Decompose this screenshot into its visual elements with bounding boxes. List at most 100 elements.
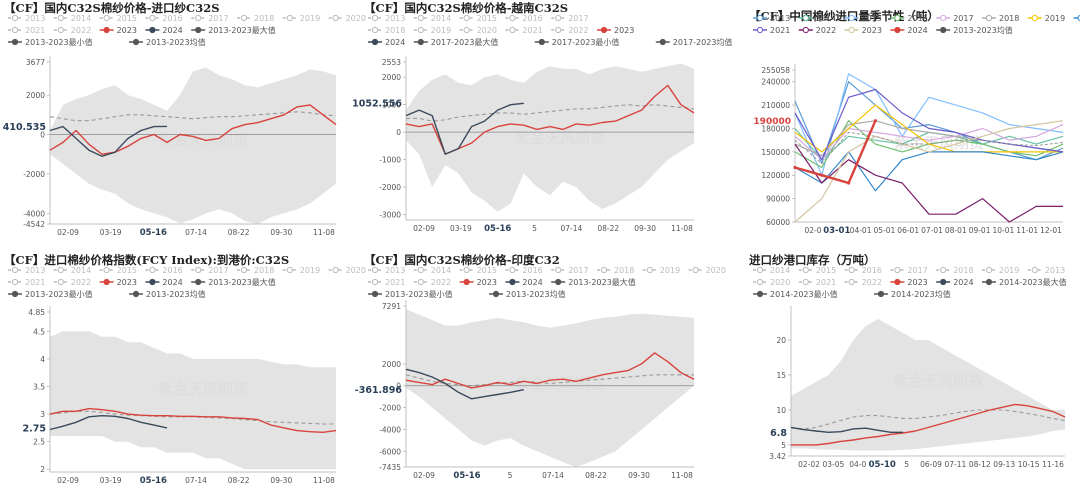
current-value-label: 2.75 [23,423,46,434]
legend-label: 2013-2023最大值 [208,25,276,35]
legend-label: 2017 [208,14,228,23]
legend-label: 2017 [953,14,973,23]
minmax-band [406,309,694,467]
chart-title: 【CF】国内C32S棉纱价格-印度C32 [364,253,560,267]
legend-label: 2023 [117,278,137,287]
x-tick-label: 09-01 [969,226,991,235]
watermark: 紫金天风期货 [515,129,605,147]
panel-c32s-import-spread: 【CF】国内C32S棉纱价格-进口纱C32S 2013 2014 2015 2016 2… [0,0,366,243]
legend-swatch-marker [848,14,855,22]
series-2023 [49,407,337,434]
y-tick-label: -7435 [379,463,401,472]
y-tick-label: 2553 [382,58,401,67]
watermark: 紫金天风期货 [515,375,605,393]
x-tick-label: 03-19 [100,476,122,485]
y-tick-label: -3000 [379,211,401,220]
legend-swatch-marker [57,26,64,34]
legend-swatch-marker [103,278,110,286]
legend-label: 2024 [522,278,542,287]
legend-label: 2022 [71,26,91,35]
series-s2017 [794,124,1064,161]
legend-label: 2018 [614,266,634,275]
x-tick-label: 11-01 [1016,226,1038,235]
legend-swatch-marker [985,266,993,274]
x-tick-label: 04-0 [849,460,866,469]
legend-label: 2013-2023最小值 [25,289,93,299]
legend-swatch-marker [417,278,424,286]
panel-yarn-import-seasonal: 【CF】中国棉纱进口量季节性（吨） 2013 2014 2015 2016 2017 20… [745,0,1080,243]
legend-label: 2014-2023最大值 [999,277,1067,287]
legend-label: 2019 [999,266,1019,275]
legend-label: 2017 [907,266,927,275]
legend-swatch-marker [756,14,764,22]
y-tick-label: 4.5 [33,327,45,336]
legend-swatch-marker [371,26,379,34]
legend-swatch-marker [646,266,653,274]
legend-label: 2020 [477,26,497,35]
legend-swatch-marker [57,14,64,22]
current-value-label: 410.535 [3,122,46,133]
y-tick-label: 5 [781,441,786,450]
panel-c32s-india-spread: 【CF】国内C32S棉纱价格-印度C32 2013 2014 2015 2016 201… [355,252,726,486]
legend-label: 2022 [568,26,588,35]
legend-swatch-marker [894,266,901,274]
legend-label: 2020 [346,14,366,23]
legend-swatch-marker [332,14,339,22]
legend-label: 2014 [431,266,451,275]
y-tick-label: 1000 [382,101,401,110]
x-tick-label: 5 [508,471,513,480]
x-tick-label: 06-09 [920,460,942,469]
series-s2023 [794,120,1064,223]
legend-label: 2013-2023均值 [146,289,206,299]
y-tick-label: 20 [776,336,786,345]
series-2023 [405,352,695,389]
legend-swatch-marker [940,266,947,274]
legend-label: 2013 [25,266,45,275]
x-tick-label-current: 03-01 [823,226,850,236]
x-tick-label: 10-01 [993,226,1015,235]
x-tick-label: 02-09 [57,228,79,237]
chart-svg: 2013201420152016201720182019202020212022… [753,14,1080,236]
panel-c32s-vietnam-spread: 【CF】国内C32S棉纱价格-越南C32S 2013 2014 2015 2016 20… [352,0,732,243]
x-tick-label: 11-08 [313,476,335,485]
legend-label: 2015 [477,266,497,275]
legend-label: 2020 [706,266,726,275]
legend-swatch-marker [756,266,764,274]
current-value-label: 1052.556 [352,99,402,110]
legend-label: 2021 [25,278,45,287]
y-tick-label: 2000 [382,73,401,82]
series-2024-point [873,119,877,123]
legend-swatch-marker [463,266,470,274]
legend-label: 2022 [816,26,836,35]
legend-swatch-marker [103,266,110,274]
x-tick-label: 06-01 [897,226,919,235]
x-tick-label: 12-01 [1040,226,1062,235]
x-tick-label: 08-01 [945,226,967,235]
legend-swatch-marker [555,26,562,34]
legend-label: 2014 [770,266,790,275]
legend-label: 2013 [25,14,45,23]
legend-label: 2014-2023均值 [891,289,951,299]
legend-swatch-marker [103,26,110,34]
legend-swatch-marker [509,278,516,286]
x-tick-label: 08-22 [228,476,250,485]
legend-swatch-marker [463,278,470,286]
chart-title: 【CF】国内C32S棉纱价格-进口纱C32S [4,1,220,15]
legend-label: 2017-2023最小值 [552,37,620,47]
legend-label: 2024 [385,38,405,47]
legend-swatch-marker [848,26,855,34]
legend-label: 2021 [770,26,790,35]
current-value-label: 6.8 [770,428,787,439]
legend-label: 2016 [162,266,182,275]
y-tick-label: 150000 [761,148,790,157]
series-2024 [49,125,168,157]
x-tick-label: 07-14 [542,471,564,480]
legend-swatch-marker [802,26,809,34]
legend-swatch-marker [371,266,379,274]
legend-swatch-marker [57,266,64,274]
x-tick-label: 11-16 [1042,460,1064,469]
legend-label: 2015 [816,266,836,275]
legend-swatch-marker [848,266,855,274]
